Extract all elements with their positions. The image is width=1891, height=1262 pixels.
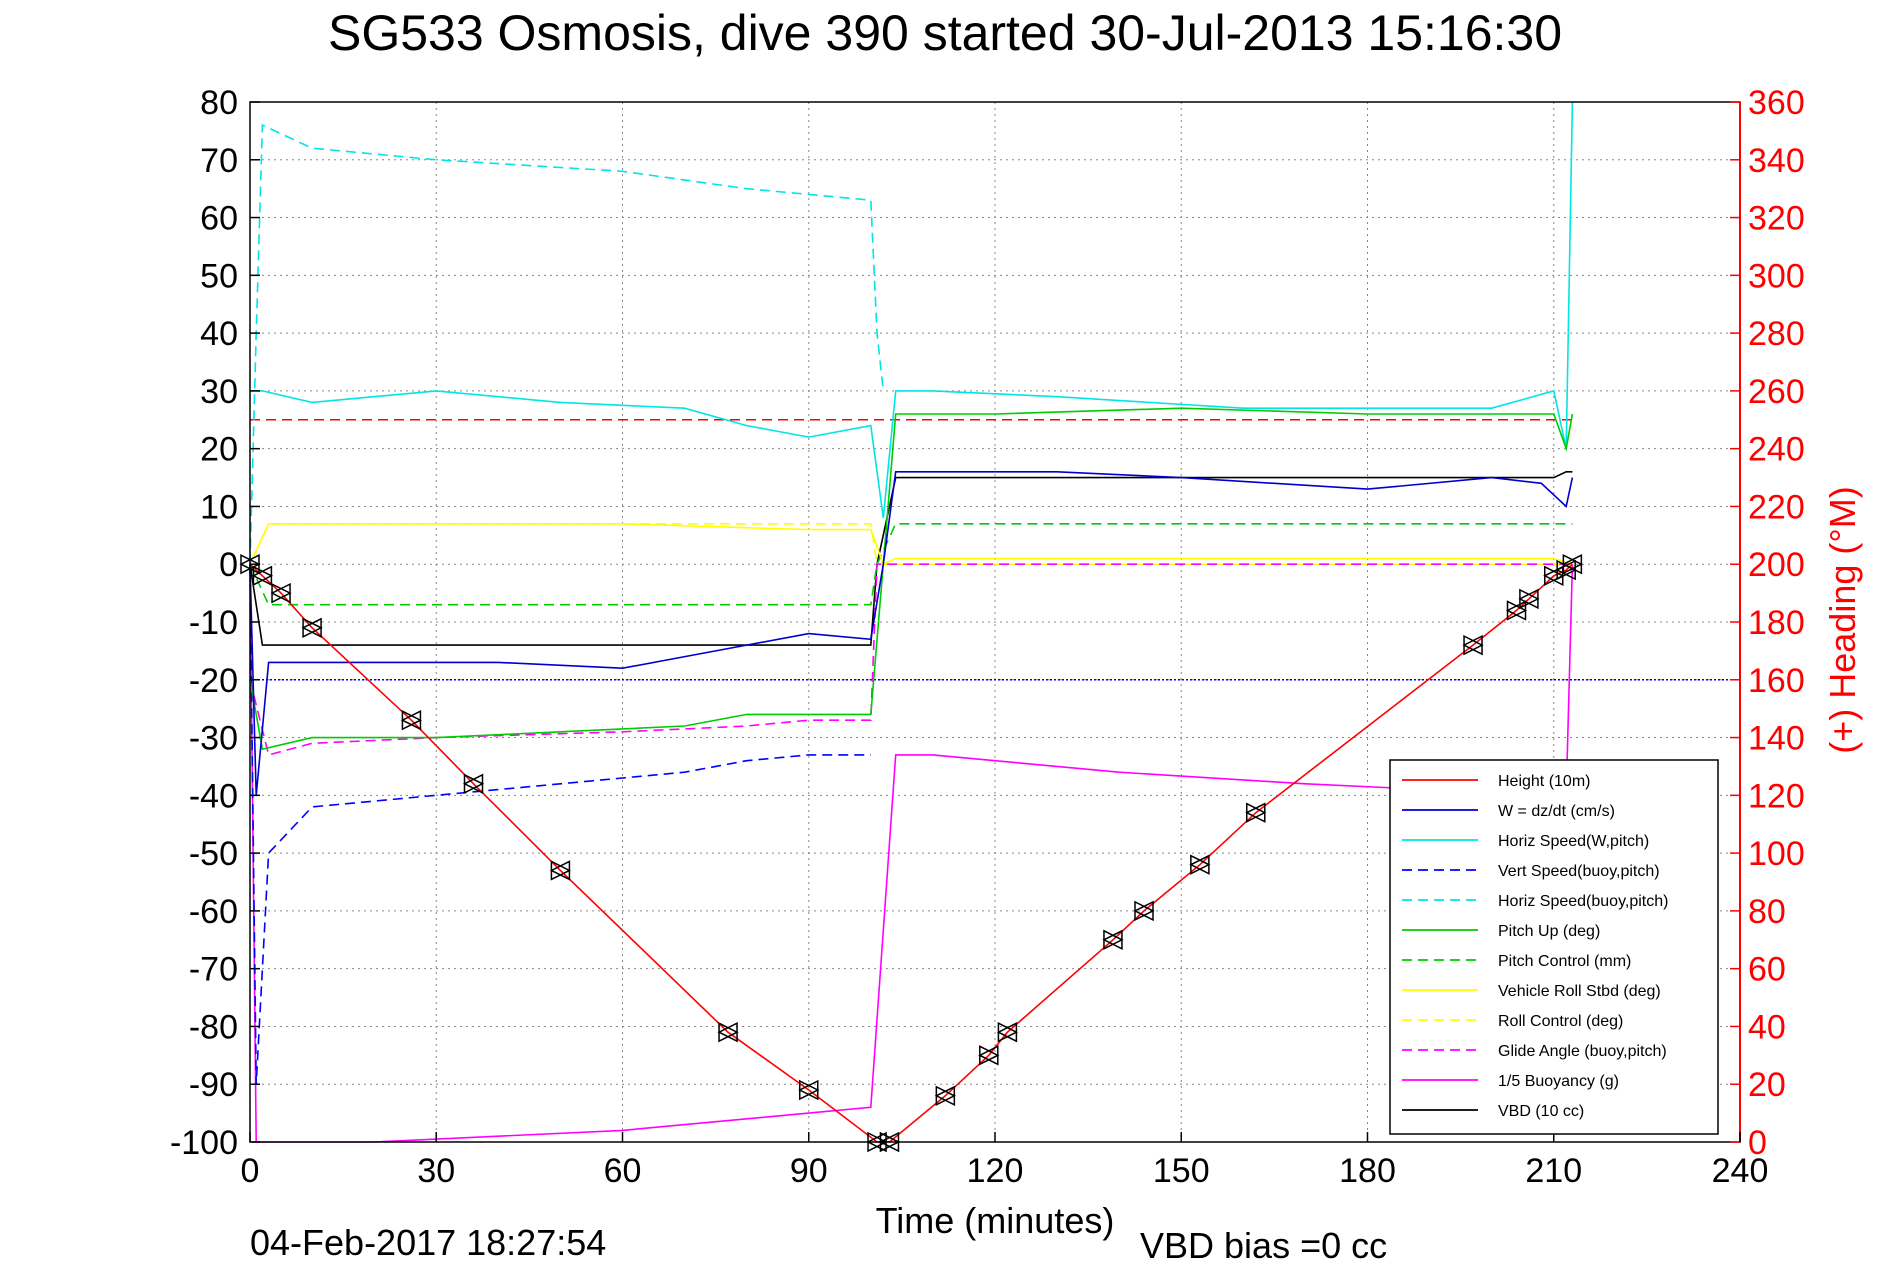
y-tick-label-7: 10 [200,488,238,526]
x-tick-label-4: 120 [967,1152,1024,1190]
y-right-tick-label-7: 220 [1748,488,1805,526]
y-tick-label-9: -10 [189,604,238,642]
legend-box [1389,759,1719,1135]
legend-label-5: Pitch Up (deg) [1498,923,1600,940]
series-5 [249,407,1574,751]
series-3 [249,564,871,1085]
series-layer [239,101,1740,1153]
height-marker-14 [1102,929,1124,950]
y-tick-label-17: -90 [189,1066,238,1104]
chart-legend: Height (10m) W = dz/dt (cm/s) Horiz Speed(… [1389,759,1719,1135]
y-right-tick-label-4: 280 [1748,315,1805,353]
y-right-tick-label-1: 340 [1748,142,1805,180]
y-tick-label-5: 30 [200,373,238,411]
y-right-tick-label-5: 260 [1748,373,1805,411]
series-2 [250,101,1574,519]
height-marker-19 [1505,600,1528,621]
x-axis-ticks: 0 30 60 90 120 150 180 210 240 [241,1132,1769,1190]
x-tick-label-8: 240 [1712,1152,1769,1190]
height-marker-1 [251,565,274,586]
legend-label-10: 1/5 Buoyancy (g) [1498,1073,1619,1090]
y-right-tick-label-15: 60 [1748,951,1786,989]
height-marker-16 [1189,854,1211,875]
y-tick-label-1: 70 [200,142,238,180]
series-6 [249,522,1573,606]
y-tick-label-4: 40 [200,315,238,353]
legend-label-7: Vehicle Roll Stbd (deg) [1498,983,1661,1000]
x-tick-label-2: 60 [604,1152,642,1190]
vbd-bias-label: VBD bias =0 cc [1140,1225,1387,1262]
y-right-tick-label-10: 160 [1748,662,1805,700]
y-tick-label-16: -80 [189,1008,238,1046]
y-axis-right-label: (+) Heading (°M) [1822,486,1863,753]
height-marker-2 [270,582,292,604]
x-tick-label-3: 90 [790,1152,828,1190]
chart-title: SG533 Osmosis, dive 390 started 30-Jul-2… [328,5,1562,61]
y-right-tick-label-16: 40 [1748,1008,1786,1046]
x-tick-label-6: 180 [1339,1152,1396,1190]
y-axis-left-ticks: 80 70 60 50 40 30 20 10 0 -10 -20 -30 -40 -50 -60 -70 -8… [170,84,260,1162]
height-marker-20 [1518,588,1540,610]
y-right-tick-label-9: 180 [1748,604,1805,642]
x-tick-label-0: 0 [241,1152,260,1190]
y-right-tick-label-0: 360 [1748,84,1805,122]
y-tick-label-14: -60 [189,893,238,931]
y-right-tick-label-18: 0 [1748,1124,1767,1162]
x-tick-label-5: 150 [1153,1152,1210,1190]
height-marker-12 [978,1045,1000,1066]
height-marker-18 [1462,634,1484,656]
y-axis-right-ticks: 3603403203002802602402202001801601401201… [1730,84,1805,1162]
height-marker-15 [1133,900,1155,922]
legend-label-8: Roll Control (deg) [1498,1013,1623,1030]
x-axis-label: Time (minutes) [876,1200,1115,1241]
legend-label-2: Horiz Speed(W,pitch) [1498,833,1649,850]
series-7 [249,522,1573,566]
height-marker-7 [717,1022,739,1043]
y-right-tick-label-14: 80 [1748,893,1786,931]
legend-label-1: W = dz/dt (cm/s) [1498,803,1615,820]
y-right-tick-label-11: 140 [1748,720,1805,758]
y-tick-label-3: 50 [200,257,238,295]
y-tick-label-10: -20 [189,662,238,700]
y-tick-label-12: -40 [189,777,238,815]
height-marker-23 [1561,554,1584,575]
y-tick-label-0: 80 [200,84,238,122]
height-marker-5 [462,773,485,794]
legend-label-6: Pitch Control (mm) [1498,953,1631,970]
height-marker-13 [996,1022,1019,1043]
legend-label-3: Vert Speed(buoy,pitch) [1498,863,1660,880]
legend-label-0: Height (10m) [1498,773,1590,790]
height-marker-11 [934,1085,957,1106]
y-right-tick-label-17: 20 [1748,1066,1786,1104]
series-0 [249,563,1573,1143]
y-tick-label-6: 20 [200,431,238,469]
x-tick-label-7: 210 [1525,1152,1582,1190]
x-tick-label-1: 30 [417,1152,455,1190]
y-tick-label-15: -70 [189,951,238,989]
y-tick-label-8: 0 [219,546,238,584]
height-marker-6 [549,860,572,881]
y-right-tick-label-3: 300 [1748,257,1805,295]
y-tick-label-13: -50 [189,835,238,873]
series-1 [249,470,1574,796]
footer-timestamp: 04-Feb-2017 18:27:54 [250,1222,606,1262]
legend-label-9: Glide Angle (buoy,pitch) [1498,1043,1667,1060]
y-tick-label-11: -30 [189,720,238,758]
y-right-tick-label-12: 120 [1748,777,1805,815]
y-tick-label-18: -100 [170,1124,238,1162]
legend-label-11: VBD (10 cc) [1498,1103,1584,1120]
height-marker-4 [400,710,423,731]
legend-label-4: Horiz Speed(buoy,pitch) [1498,893,1668,910]
y-tick-label-2: 60 [200,200,238,238]
height-marker-17 [1245,802,1267,823]
height-marker-3 [301,617,323,638]
height-marker-8 [798,1079,820,1101]
y-right-tick-label-8: 200 [1748,546,1805,584]
y-right-tick-label-13: 100 [1748,835,1805,873]
y-right-tick-label-6: 240 [1748,431,1805,469]
series-4 [249,123,885,565]
y-right-tick-label-2: 320 [1748,200,1805,238]
